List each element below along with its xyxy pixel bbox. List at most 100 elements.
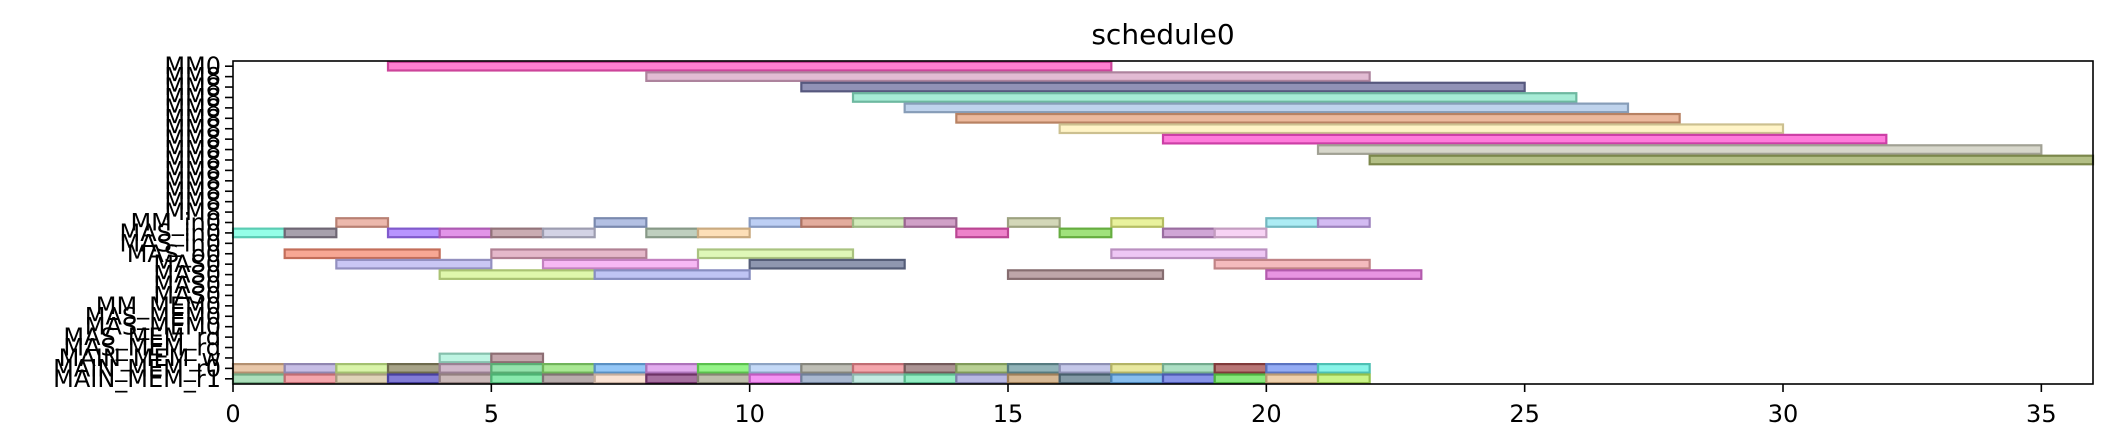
task-bar [1161,227,1216,239]
task-bar [1110,217,1165,228]
task-bar [283,248,441,260]
task-bar [490,352,545,364]
task-bar [1006,373,1061,385]
row-label: MAS_MEM_rd [63,323,221,351]
task-bar [1265,269,1423,280]
task-bar [283,373,338,385]
row-label: MAS0 [153,261,221,289]
task-bar [283,362,338,374]
task-bar [1110,362,1165,374]
row-label: MM8 [164,188,221,216]
task-bar [1213,227,1268,239]
task-bar [283,227,338,239]
task-bar [593,217,648,228]
task-bar [696,373,751,385]
task-bar [955,362,1010,374]
x-tick-label: 15 [993,400,1024,428]
task-bar [1058,227,1113,239]
task-bar [1006,362,1061,374]
task-bar [748,362,803,374]
x-ticks: 0 5 10 15 20 25 30 35 [225,384,2057,428]
row-label: MM8 [164,73,221,101]
task-bar [1110,373,1165,385]
row-label: MM_MEM0 [96,292,221,320]
task-bar [903,102,1630,114]
task-bar [645,71,1371,83]
row-label: MAS_MEM_rd [63,334,221,362]
task-bar [645,362,700,374]
task-bar [696,362,751,374]
chart-title: schedule0 [1091,18,1234,51]
task-bar [1058,373,1113,385]
task-bar [1265,217,1320,228]
task-bar [1265,373,1320,385]
x-tick-label: 0 [225,400,240,428]
task-bar [800,217,855,228]
task-bar [541,227,596,239]
task-bar [1368,154,2095,166]
task-bar [438,352,493,364]
task-bar [903,362,958,374]
task-bar [955,227,1010,239]
task-bar [1058,362,1113,374]
row-label: MM8 [164,156,221,184]
row-label: MM_in0 [130,209,221,237]
row-label: MAIN_MEM_r0 [53,354,221,382]
row-label: MAS_MEM0 [85,302,221,330]
task-bar [386,373,441,385]
task-bar [1161,133,1888,145]
task-bar [851,92,1578,103]
task-bar [1316,217,1371,228]
task-bar [696,227,751,239]
task-bar [851,373,906,385]
row-label: MM8 [164,125,221,153]
task-bar [386,227,441,239]
task-bar [645,373,700,385]
task-bar [1006,269,1165,280]
row-label: MAS0 [153,281,221,309]
task-bar [955,373,1010,385]
task-bar [1110,248,1268,260]
row-label: MM8 [164,198,221,226]
row-label: MAS_MEM0 [85,313,221,341]
task-bar [335,258,493,270]
task-bar [748,373,803,385]
task-bar [800,362,855,374]
row-label: MM8 [164,167,221,195]
task-bar [490,248,648,260]
row-label: MAS0 [153,250,221,278]
task-bar [438,373,493,385]
task-bar [386,362,441,374]
task-bar [903,217,958,228]
task-bar [955,112,1681,124]
row-label: MAS_o0 [127,240,221,268]
x-tick-label: 10 [734,400,765,428]
row-label: MAIN_MEM_r1 [53,365,221,393]
task-bar [1213,362,1268,374]
task-bar [1161,362,1216,374]
row-label: MM8 [164,115,221,143]
task-bar [593,373,648,385]
task-bar [800,81,1526,93]
task-bar [231,227,286,239]
task-bar [386,60,1113,72]
task-bar [438,227,493,239]
task-bar [1213,258,1371,270]
x-tick-label: 25 [1509,400,1540,428]
row-label: MM8 [164,177,221,205]
task-bar [851,217,906,228]
row-label: MAS0 [153,271,221,299]
task-bar [1265,362,1320,374]
task-bar [541,362,596,374]
task-bar [593,269,751,280]
row-labels: MM0MM8MM8MM8MM8MM8MM8MM8MM8MM8MM8MM8MM8M… [53,52,221,393]
row-label: MM8 [164,104,221,132]
task-bar [541,373,596,385]
y-ticks [225,65,233,380]
x-tick-label: 5 [484,400,499,428]
row-label: MAS_in0 [119,229,221,257]
x-tick-label: 30 [1768,400,1799,428]
task-bar [645,227,700,239]
row-label: MM8 [164,94,221,122]
